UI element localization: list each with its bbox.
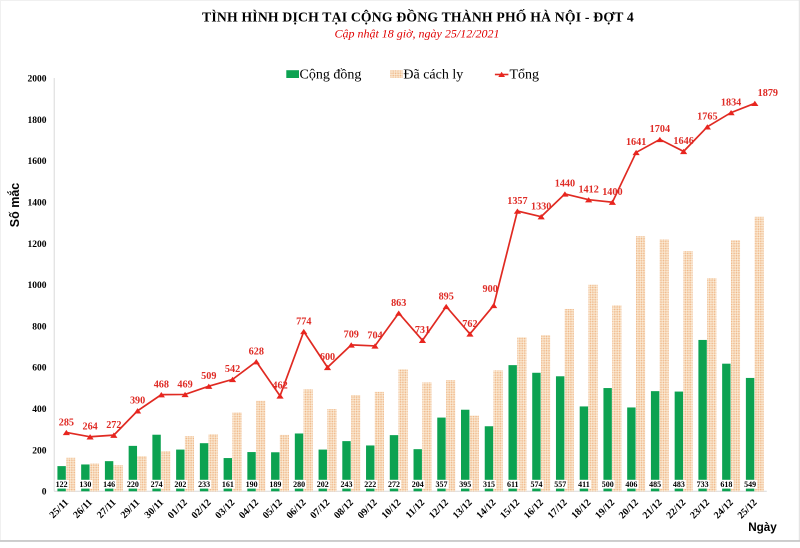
svg-text:895: 895 (439, 291, 454, 302)
svg-text:233: 233 (198, 480, 210, 489)
svg-text:557: 557 (554, 480, 566, 489)
svg-text:Đã cách ly: Đã cách ly (403, 68, 463, 83)
svg-text:1357: 1357 (507, 196, 527, 207)
svg-text:549: 549 (744, 480, 756, 489)
svg-text:204: 204 (412, 480, 424, 489)
svg-text:202: 202 (174, 480, 186, 489)
svg-text:122: 122 (56, 480, 68, 489)
svg-text:462: 462 (272, 381, 287, 392)
svg-text:600: 600 (320, 352, 335, 363)
svg-text:357: 357 (436, 480, 448, 489)
svg-text:TÌNH HÌNH DỊCH TẠI CỘNG ĐỒNG T: TÌNH HÌNH DỊCH TẠI CỘNG ĐỒNG THÀNH PHỐ H… (202, 8, 634, 25)
svg-text:500: 500 (602, 480, 614, 489)
svg-text:468: 468 (154, 379, 169, 390)
svg-text:Cập nhật 18 giờ, ngày 25/12/20: Cập nhật 18 giờ, ngày 25/12/2021 (334, 27, 499, 41)
svg-text:1412: 1412 (578, 185, 598, 196)
svg-text:Cộng đồng: Cộng đồng (300, 68, 362, 83)
svg-text:1646: 1646 (673, 136, 693, 147)
svg-text:1879: 1879 (758, 88, 778, 99)
svg-text:731: 731 (415, 325, 430, 336)
svg-text:272: 272 (106, 420, 121, 431)
svg-text:709: 709 (344, 330, 359, 341)
svg-text:1800: 1800 (28, 116, 47, 126)
svg-text:733: 733 (697, 480, 709, 489)
svg-text:1765: 1765 (697, 112, 717, 123)
svg-text:863: 863 (391, 298, 406, 309)
svg-text:509: 509 (201, 371, 216, 382)
svg-text:411: 411 (578, 480, 590, 489)
svg-text:Tổng: Tổng (510, 68, 540, 83)
svg-text:130: 130 (79, 480, 91, 489)
svg-text:762: 762 (462, 319, 477, 330)
svg-text:1834: 1834 (721, 97, 741, 108)
svg-text:469: 469 (177, 379, 192, 390)
svg-text:1000: 1000 (28, 281, 47, 291)
svg-text:800: 800 (32, 322, 47, 332)
svg-text:574: 574 (530, 480, 542, 489)
svg-text:Ngày: Ngày (748, 521, 777, 534)
svg-text:315: 315 (483, 480, 495, 489)
svg-text:190: 190 (246, 480, 258, 489)
svg-text:542: 542 (225, 364, 240, 375)
svg-text:1400: 1400 (602, 187, 622, 198)
svg-text:Số mắc: Số mắc (7, 183, 22, 228)
svg-text:202: 202 (317, 480, 329, 489)
svg-text:1400: 1400 (28, 199, 47, 209)
svg-text:704: 704 (367, 331, 382, 342)
svg-text:628: 628 (249, 346, 264, 357)
svg-text:146: 146 (103, 480, 115, 489)
svg-text:611: 611 (507, 480, 519, 489)
svg-text:161: 161 (222, 480, 234, 489)
svg-text:774: 774 (296, 316, 311, 327)
svg-text:274: 274 (151, 480, 163, 489)
svg-text:280: 280 (293, 480, 305, 489)
svg-text:2000: 2000 (28, 75, 47, 85)
svg-text:243: 243 (341, 480, 353, 489)
svg-text:395: 395 (459, 480, 471, 489)
svg-text:483: 483 (673, 480, 685, 489)
svg-text:1641: 1641 (626, 137, 646, 148)
svg-text:1440: 1440 (555, 179, 575, 190)
svg-text:390: 390 (130, 396, 145, 407)
svg-text:220: 220 (127, 480, 139, 489)
svg-text:1600: 1600 (28, 157, 47, 167)
svg-text:600: 600 (32, 364, 47, 374)
svg-text:900: 900 (483, 284, 498, 295)
svg-text:222: 222 (364, 480, 376, 489)
svg-text:285: 285 (59, 417, 74, 428)
svg-text:0: 0 (42, 488, 47, 498)
svg-text:1200: 1200 (28, 240, 47, 250)
svg-text:189: 189 (269, 480, 281, 489)
svg-text:1330: 1330 (531, 201, 551, 212)
svg-text:272: 272 (388, 480, 400, 489)
svg-text:200: 200 (32, 446, 47, 456)
svg-text:618: 618 (720, 480, 732, 489)
svg-text:485: 485 (649, 480, 661, 489)
svg-text:400: 400 (32, 405, 47, 415)
svg-text:264: 264 (82, 422, 97, 433)
svg-text:1704: 1704 (650, 124, 670, 135)
svg-text:406: 406 (625, 480, 637, 489)
